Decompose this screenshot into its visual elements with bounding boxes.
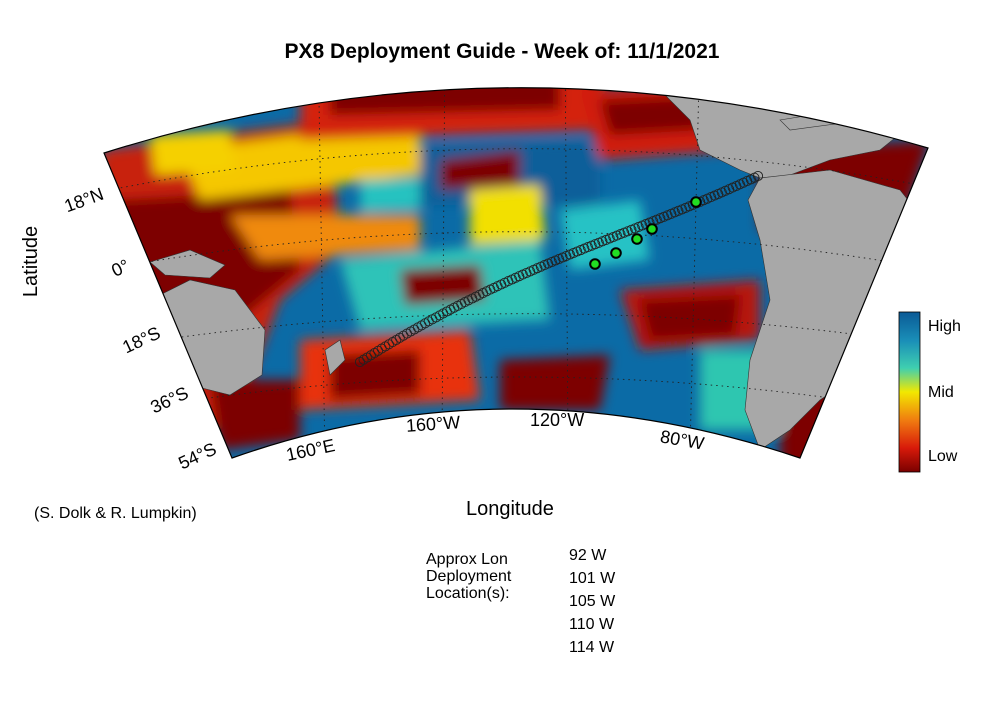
deployment-location: 114 W [569, 639, 615, 656]
deployment-marker [646, 223, 658, 235]
colorbar [898, 311, 921, 473]
lon-tick-120w: 120°W [530, 410, 585, 430]
new-guinea-land [149, 249, 226, 279]
deployment-marker [589, 258, 601, 270]
colorbar-label-low: Low [928, 448, 958, 465]
deployment-location: 110 W [569, 616, 615, 633]
deployment-marker [631, 233, 643, 245]
deployment-label-line-3: Location(s): [426, 585, 510, 602]
deployment-marker [690, 196, 702, 208]
deployment-location: 101 W [569, 570, 616, 587]
ocean-field-patches [104, 87, 928, 458]
deployment-label-line-2: Deployment [426, 568, 512, 585]
deployment-label: Approx Lon Deployment Location(s): [426, 551, 556, 602]
figure-title: PX8 Deployment Guide - Week of: 11/1/202… [284, 40, 720, 63]
px8-cruise-track [354, 170, 764, 368]
credit-text: (S. Dolk & R. Lumpkin) [34, 505, 197, 522]
x-axis-label: Longitude [466, 498, 554, 520]
graticule [109, 87, 921, 458]
map-frame [103, 87, 929, 459]
deployment-location: 105 W [569, 593, 616, 610]
colorbar-label-high: High [928, 318, 961, 335]
track-point [752, 170, 764, 182]
new-zealand-land [324, 339, 346, 376]
lon-tick-160w: 160°W [405, 412, 461, 436]
deployment-marker [610, 247, 622, 259]
colorbar-label-mid: Mid [928, 384, 954, 401]
deployment-label-line-1: Approx Lon [426, 551, 508, 568]
y-axis-label: Latitude [20, 225, 43, 298]
deployment-locations-list: 92 W 101 W 105 W 110 W 114 W [569, 544, 615, 659]
deployment-location: 92 W [569, 547, 607, 564]
